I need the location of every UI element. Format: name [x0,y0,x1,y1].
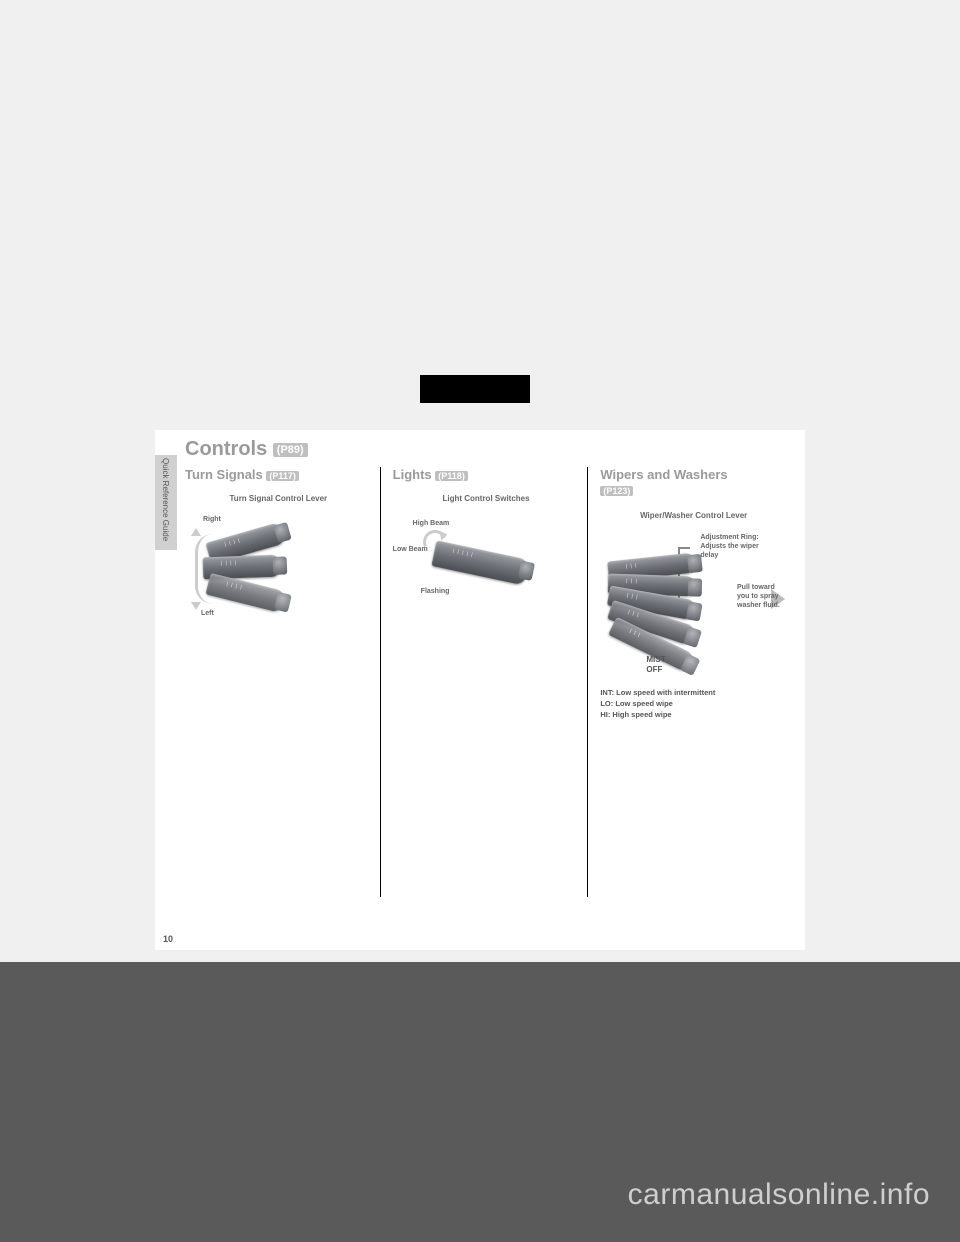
wipers-legend: INT: Low speed with intermittent LO: Low… [600,687,787,720]
wipers-caption: Wiper/Washer Control Lever [640,511,747,520]
lights-heading: Lights [393,467,432,482]
lights-ref: (P118) [435,471,468,481]
col-wipers: Wipers and Washers (P123) Wiper/Washer C… [587,467,795,897]
label-right: Right [203,516,221,523]
lights-diagram: High Beam Low Beam | | | | | Flashing [393,510,580,690]
wipers-ref: (P123) [600,486,633,496]
callout-ring-text: Adjustment Ring: Adjusts the wiper delay [700,533,770,560]
legend-line: INT: Low speed with intermittent [600,687,787,698]
label-left: Left [201,610,214,617]
col-turn-signals: Turn Signals (P117) Turn Signal Control … [185,467,380,897]
turn-signals-ref: (P117) [266,471,299,481]
wipers-heading-row: Wipers and Washers (P123) [600,467,787,497]
lever-icon: | | | | | [431,540,529,585]
page-content: Controls (P89) Turn Signals (P117) Turn … [185,438,795,930]
bottom-panel: carmanualsonline.info [0,962,960,1242]
turn-signals-diagram: Right | | | | | | | | | | | | Left [185,510,372,690]
arrow-down-icon [191,602,201,610]
col-lights: Lights (P118) Light Control Switches Hig… [380,467,588,897]
side-label-box: Quick Reference Guide [158,458,172,578]
wipers-diagram: Adjustment Ring: Adjusts the wiper delay… [600,527,787,687]
arrow-up-icon [191,528,201,536]
page-title-ref: (P89) [273,443,308,457]
label-high-beam: High Beam [413,520,450,527]
wipers-heading: Wipers and Washers [600,467,727,482]
turn-signals-heading: Turn Signals [185,467,263,482]
lights-caption: Light Control Switches [442,494,529,503]
watermark-text: carmanualsonline.info [628,1178,930,1212]
mist-label: MIST [646,655,665,664]
header-black-bar [420,375,530,403]
manual-page: Quick Reference Guide Controls (P89) Tur… [155,430,805,950]
side-tab-label: Quick Reference Guide [161,458,170,541]
page-title-row: Controls (P89) [185,438,795,461]
page-number: 10 [163,934,173,944]
turn-signals-caption: Turn Signal Control Lever [230,494,328,503]
pull-label: Pull toward you to spray washer fluid. [737,583,787,610]
legend-line: HI: High speed wipe [600,709,787,720]
label-low-beam: Low Beam [393,546,428,553]
mist-labels: MIST OFF [646,655,665,675]
columns: Turn Signals (P117) Turn Signal Control … [185,467,795,897]
page-title: Controls [185,438,267,460]
off-label: OFF [646,665,662,674]
turn-signals-heading-row: Turn Signals (P117) [185,467,372,482]
lever-icon: | | | | [205,573,286,613]
label-flashing: Flashing [421,588,450,595]
lights-heading-row: Lights (P118) [393,467,580,482]
legend-line: LO: Low speed wipe [600,698,787,709]
